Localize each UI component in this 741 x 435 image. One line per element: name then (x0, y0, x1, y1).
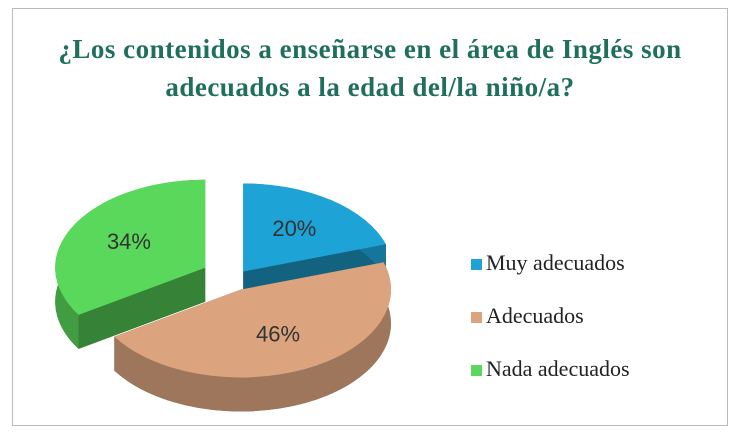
chart-title: ¿Los contenidos a enseñarse en el área d… (58, 34, 682, 102)
legend-label: Muy adecuados (486, 250, 625, 275)
legend-label: Nada adecuados (486, 356, 630, 381)
data-label: 46% (256, 321, 300, 346)
legend-label: Adecuados (486, 303, 584, 328)
slice (114, 262, 391, 378)
frame (12, 8, 728, 426)
legend-swatch (471, 312, 482, 323)
data-label: 20% (272, 216, 316, 241)
legend-swatch (471, 365, 482, 376)
slice-side (78, 267, 206, 349)
slice (55, 179, 206, 315)
data-label: 34% (107, 229, 151, 254)
slice-wall (114, 262, 391, 412)
legend-swatch (471, 259, 482, 270)
slice (243, 183, 386, 272)
